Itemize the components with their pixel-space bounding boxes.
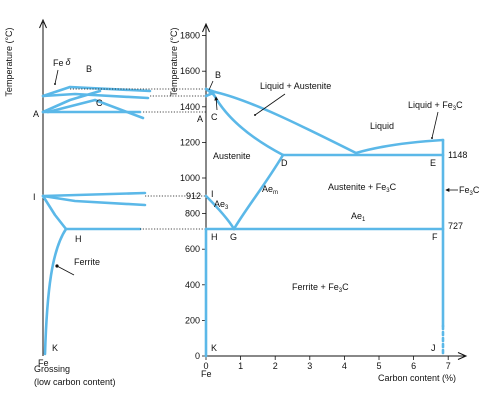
point-d: D: [281, 158, 288, 168]
y-tick-label: 1400: [180, 102, 200, 112]
left-point-a: A: [33, 109, 39, 119]
y-tick-label: 1200: [180, 137, 200, 147]
region-austenite-fe3c: Austenite + Fe3C: [328, 182, 397, 194]
region-ae1: Ae1: [351, 211, 366, 223]
right-x-arrowhead: [457, 352, 468, 360]
label-727: 727: [448, 221, 463, 231]
label-1148: 1148: [448, 150, 467, 160]
left-caption-line1: Grossing: [34, 364, 70, 374]
left-delta-lower-line: [41, 92, 150, 100]
right-tick-912: 912: [186, 191, 201, 201]
region-ae-m: Aem: [262, 184, 278, 196]
x-tick-label: 5: [376, 361, 381, 371]
x-tick-label: 6: [411, 361, 416, 371]
left-point-h: H: [75, 234, 82, 244]
left-bottom-fe: Fe: [38, 358, 49, 368]
point-e: E: [430, 158, 436, 168]
right-panel: Temperature (°C) Carbon content (%) 1800…: [169, 22, 480, 383]
left-ferrite-label: Ferrite: [74, 257, 100, 267]
region-ferrite-fe3c: Ferrite + Fe3C: [292, 282, 349, 294]
y-tick-label: 1600: [180, 66, 200, 76]
point-c-pointer: [214, 96, 219, 111]
left-delta-upper-line: [41, 85, 152, 98]
left-point-k: K: [52, 343, 58, 353]
y-tick-label: 1000: [180, 173, 200, 183]
point-c: C: [211, 112, 218, 122]
y-tick-label: 1800: [180, 31, 200, 41]
point-b-pointer: [208, 80, 214, 91]
left-fe-delta-pointer: [54, 69, 59, 85]
x-tick-label: 7: [446, 361, 451, 371]
point-f: F: [432, 232, 438, 242]
left-point-i: I: [33, 192, 36, 202]
point-h: H: [211, 232, 218, 242]
liquidus-ce: [354, 138, 445, 155]
left-fe-delta-label: Fe δ: [53, 57, 72, 68]
left-912-upper: [41, 191, 147, 198]
left-ferrite-pointer: [56, 265, 75, 276]
point-g: G: [230, 232, 237, 242]
y-tick-label: 600: [185, 244, 200, 254]
y-tick-label: 200: [185, 315, 200, 325]
left-panel: Temperature (°C) Fe δ B A C I H Ferrite K: [4, 18, 206, 387]
x-tick-label: 1: [238, 361, 243, 371]
left-ferrite-solvus: [43, 227, 68, 356]
liquidus-ac: [204, 87, 358, 155]
point-i: I: [211, 189, 214, 199]
left-axis-arrowhead: [39, 18, 47, 29]
liquid-fe3c-pointer: [431, 111, 439, 139]
right-x-ticks: 0 1 2 3 4 5 6 7: [203, 356, 451, 371]
left-ylabel: Temperature (°C): [4, 27, 14, 96]
right-xlabel: Carbon content (%): [378, 373, 456, 383]
left-delta-loop: [41, 89, 102, 114]
left-ferrite-boundary: [41, 194, 68, 231]
x-tick-label: 3: [307, 361, 312, 371]
acm-line: [232, 153, 285, 231]
fe3c-arrow-label: Fe3C: [459, 185, 480, 197]
y-tick-label: 400: [185, 280, 200, 290]
point-a: A: [197, 114, 203, 124]
region-ae3: Ae3: [214, 199, 229, 211]
left-caption-line2: (low carbon content): [34, 377, 116, 387]
liquid-austenite-pointer: [254, 93, 286, 116]
right-y-ticks: 1800 1600 1400 1200 1000 800 600 400 200 0: [180, 31, 206, 361]
right-y-arrowhead: [202, 22, 210, 33]
point-j: J: [431, 343, 436, 353]
solidus-ae: [204, 87, 285, 157]
a3-line: [204, 194, 236, 231]
left-gamma-lower: [46, 98, 145, 120]
region-austenite: Austenite: [213, 151, 251, 161]
point-b: B: [215, 70, 221, 80]
right-origin-fe: Fe: [201, 369, 212, 379]
x-tick-label: 2: [273, 361, 278, 371]
left-point-c: C: [96, 98, 103, 108]
region-liquid-austenite: Liquid + Austenite: [260, 81, 331, 91]
region-liquid-fe3c: Liquid + Fe3C: [408, 100, 463, 112]
right-ylabel: Temperature (°C): [169, 27, 179, 96]
point-k: K: [211, 343, 217, 353]
x-tick-label: 0: [203, 361, 208, 371]
left-912-lower: [41, 194, 147, 207]
y-tick-label: 800: [185, 209, 200, 219]
y-tick-label: 0: [195, 351, 200, 361]
x-tick-label: 4: [342, 361, 347, 371]
delta-loop-b: [204, 90, 217, 98]
left-point-b: B: [86, 64, 92, 74]
region-liquid: Liquid: [370, 121, 394, 131]
